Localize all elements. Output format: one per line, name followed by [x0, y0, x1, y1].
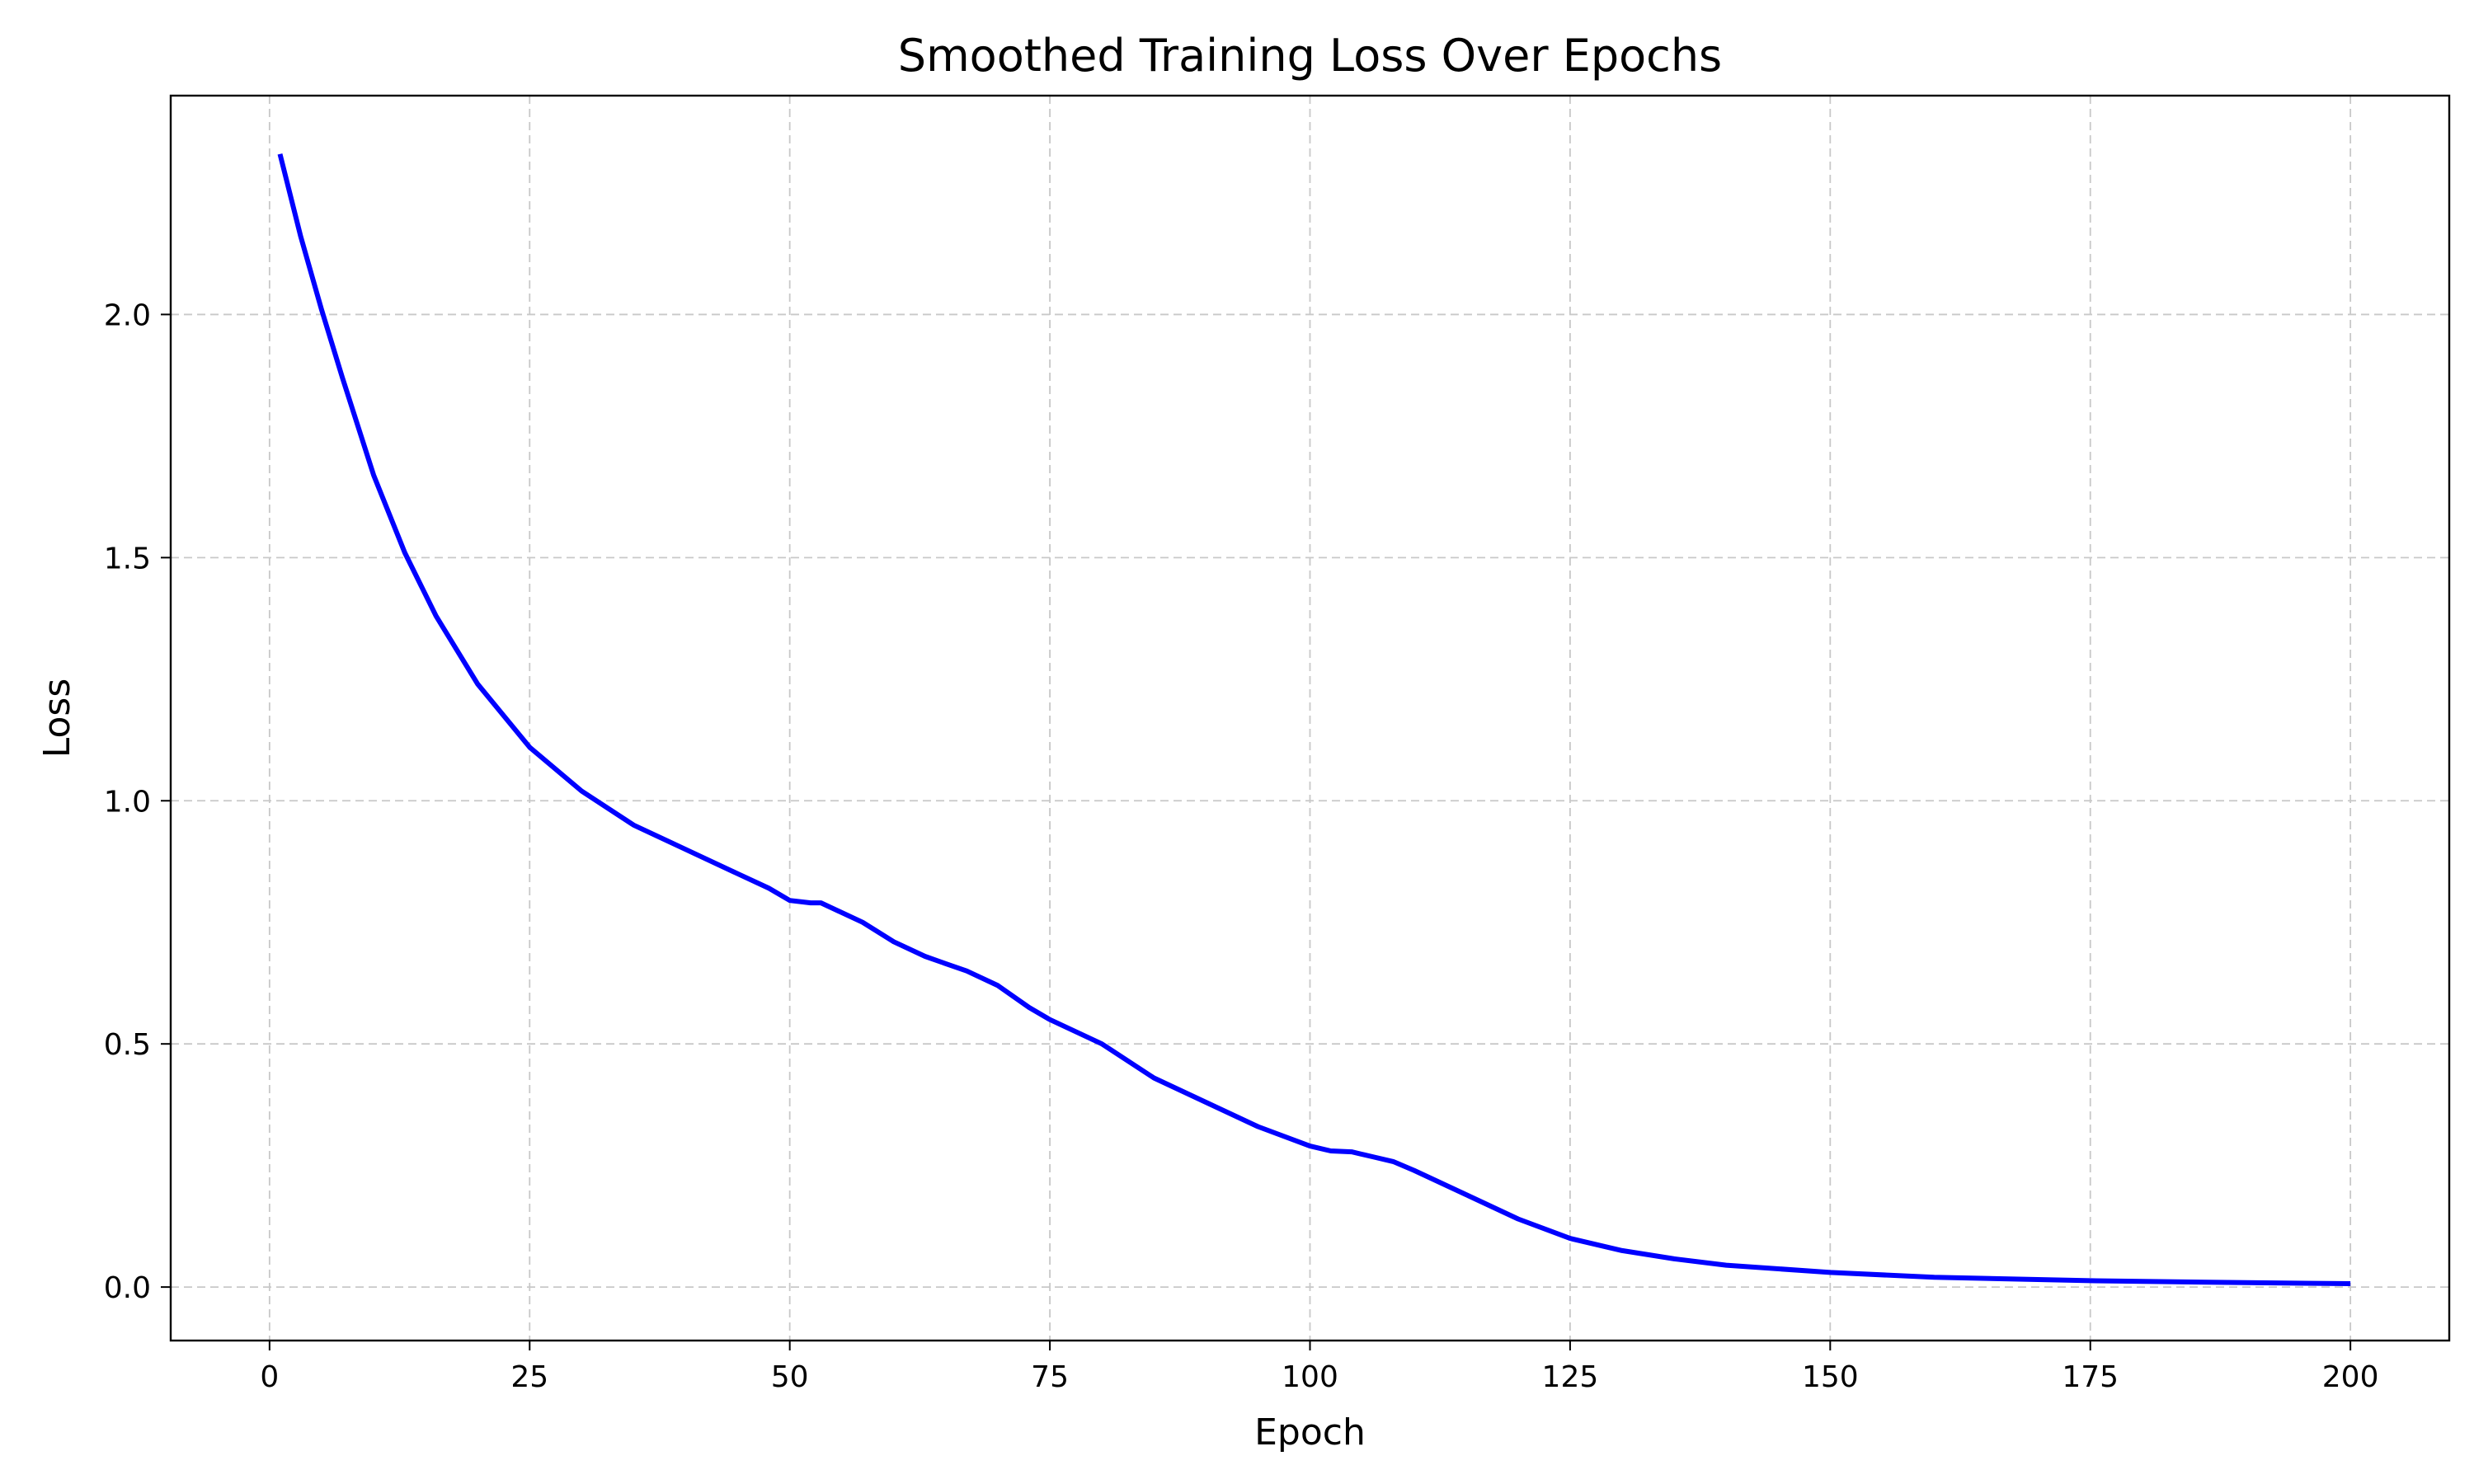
x-tick-label: 100 [1282, 1360, 1338, 1394]
x-tick-label: 150 [1802, 1360, 1859, 1394]
x-tick-label: 0 [260, 1360, 279, 1394]
x-tick-label: 50 [771, 1360, 809, 1394]
x-tick-label: 25 [510, 1360, 548, 1394]
y-axis-title: Loss [36, 679, 78, 758]
x-axis-title: Epoch [1254, 1411, 1366, 1453]
x-tick-label: 125 [1542, 1360, 1599, 1394]
x-tick-label: 200 [2322, 1360, 2379, 1394]
y-tick-label: 1.5 [104, 542, 151, 575]
grid [171, 96, 2449, 1341]
loss-series-line [277, 153, 2351, 1286]
x-tick-label: 175 [2062, 1360, 2119, 1394]
chart-title: Smoothed Training Loss Over Epochs [898, 30, 1722, 82]
y-tick-label: 0.0 [104, 1271, 151, 1305]
y-tick-label: 0.5 [104, 1028, 151, 1062]
series-layer [277, 153, 2351, 1286]
y-tick-label: 2.0 [104, 298, 151, 332]
axis-ticks: 0 25 50 75 100 125 150 175 200 0.0 0.5 1.0 1.5 2.0 [104, 298, 2379, 1394]
x-tick-label: 75 [1031, 1360, 1069, 1394]
y-tick-label: 1.0 [104, 785, 151, 819]
